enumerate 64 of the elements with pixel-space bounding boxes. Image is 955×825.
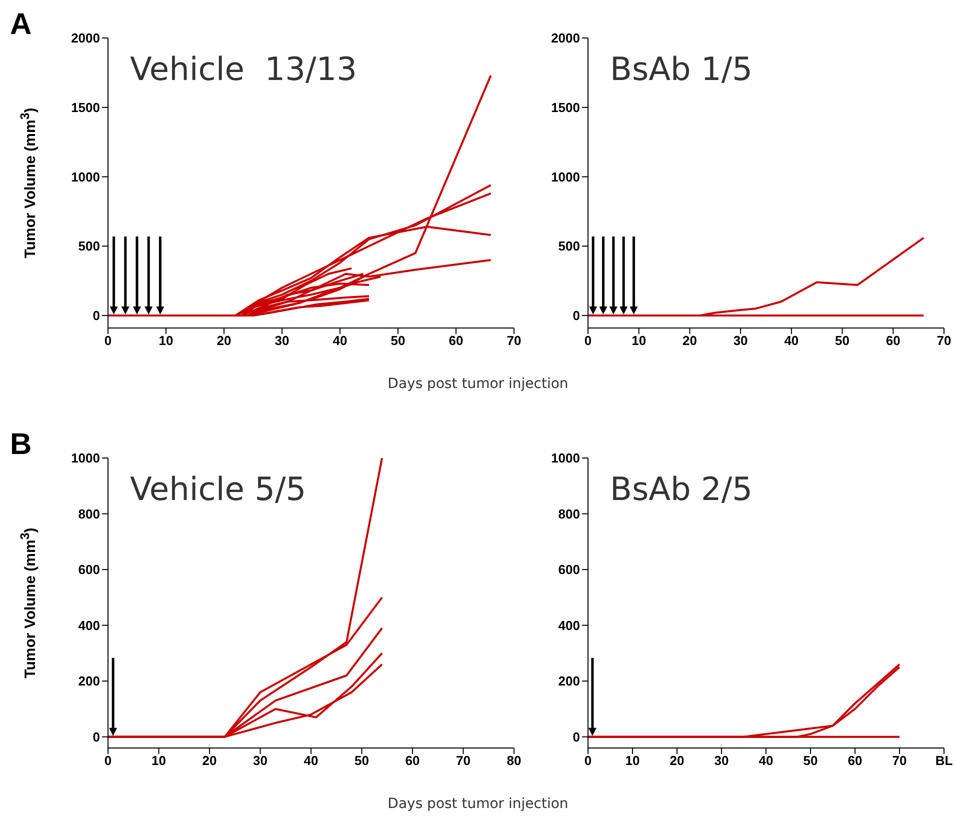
chart-title: Vehicle 5/5 — [130, 470, 306, 508]
x-tick-label: 50 — [803, 753, 818, 768]
x-tick-label: 0 — [104, 333, 112, 348]
y-tick-label: 600 — [78, 562, 100, 578]
y-tick-label: 2000 — [551, 30, 580, 46]
x-tick-label: 0 — [584, 333, 592, 348]
x-tick-label: 50 — [354, 753, 369, 768]
x-tick-label: 20 — [682, 333, 697, 348]
y-tick-label: 2000 — [71, 30, 100, 46]
x-tick-label: 10 — [158, 333, 174, 348]
y-tick-label: 500 — [558, 238, 580, 254]
x-axis-title: Days post tumor injection — [388, 796, 568, 812]
x-axis-title: Days post tumor injection — [388, 376, 568, 392]
x-tick-label: 0 — [584, 753, 592, 768]
text: A — [10, 8, 32, 42]
x-tick-label: 60 — [848, 753, 862, 768]
x-tick-label: 20 — [670, 753, 684, 768]
x-tick-label: 20 — [202, 753, 217, 768]
x-tick-label: 70 — [506, 333, 522, 348]
x-tick-label: 60 — [886, 333, 900, 348]
x-tick-label: 30 — [714, 753, 729, 768]
x-tick-label: 30 — [733, 333, 748, 348]
x-tick-label: 70 — [936, 333, 952, 348]
chart-title: BsAb 2/5 — [610, 470, 752, 508]
x-tick-label: BL — [935, 753, 953, 768]
y-tick-label: 0 — [92, 729, 100, 744]
x-tick-label: 40 — [784, 333, 799, 348]
x-tick-label: 10 — [625, 753, 640, 768]
y-tick-label: 600 — [558, 562, 580, 578]
y-tick-label: 0 — [572, 308, 580, 324]
x-tick-label: 40 — [758, 753, 774, 768]
x-tick-label: 20 — [216, 333, 232, 348]
x-tick-label: 50 — [390, 333, 406, 348]
y-tick-label: 400 — [78, 618, 100, 633]
y-tick-label: 500 — [78, 238, 100, 254]
x-tick-label: 10 — [152, 753, 166, 768]
y-tick-label: 1000 — [71, 169, 100, 184]
y-tick-label: 800 — [558, 506, 580, 522]
x-tick-label: 0 — [104, 753, 112, 768]
x-tick-label: 30 — [253, 753, 268, 768]
x-tick-label: 60 — [448, 333, 464, 348]
y-tick-label: 200 — [78, 674, 100, 689]
x-tick-label: 10 — [632, 333, 646, 348]
y-tick-label: 0 — [92, 308, 100, 324]
x-tick-label: 40 — [332, 333, 348, 348]
x-tick-label: 50 — [835, 333, 850, 348]
y-tick-label: 1500 — [71, 100, 100, 115]
y-tick-label: 400 — [558, 618, 580, 633]
y-tick-label: 800 — [78, 506, 100, 522]
x-tick-label: 30 — [274, 333, 290, 348]
text: B — [10, 428, 32, 462]
y-tick-label: 1000 — [551, 169, 580, 184]
chart-title: BsAb 1/5 — [610, 50, 752, 88]
x-tick-label: 80 — [506, 753, 522, 768]
y-tick-label: 200 — [558, 674, 580, 689]
x-tick-label: 70 — [456, 753, 470, 768]
x-tick-label: 40 — [304, 753, 318, 768]
x-tick-label: 70 — [892, 753, 907, 768]
y-tick-label: 1500 — [551, 100, 580, 115]
x-tick-label: 60 — [405, 753, 420, 768]
y-tick-label: 1000 — [551, 450, 580, 466]
y-tick-label: 1000 — [71, 450, 100, 466]
y-tick-label: 0 — [572, 729, 580, 744]
chart-title: Vehicle 13/13 — [130, 50, 357, 88]
